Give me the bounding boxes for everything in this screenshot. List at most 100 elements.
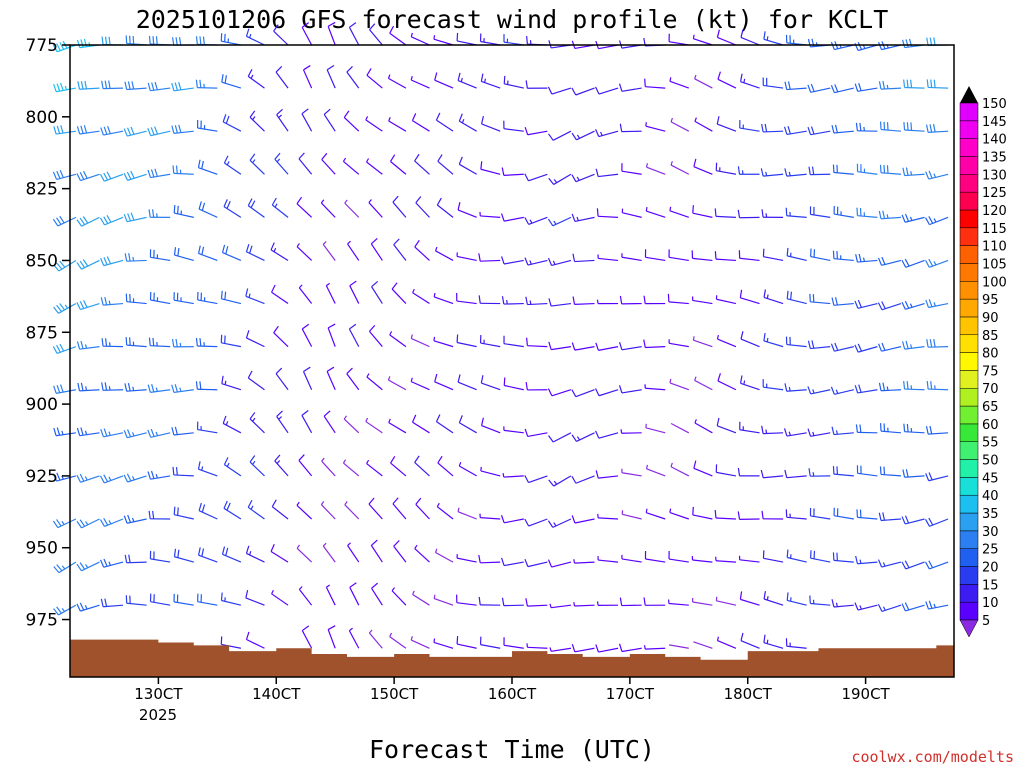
wind-barb <box>621 554 642 563</box>
wind-barb <box>618 643 642 653</box>
wind-barb <box>77 382 100 392</box>
wind-barb <box>500 213 524 222</box>
wind-barb <box>371 281 383 304</box>
wind-barb <box>643 339 666 349</box>
wind-barb <box>621 510 642 520</box>
wind-barb <box>573 601 595 607</box>
wind-barb <box>670 422 690 434</box>
wind-barb <box>667 293 689 305</box>
wind-barb <box>571 173 595 183</box>
wind-barb <box>220 290 242 305</box>
y-tick-label: 875 <box>26 323 58 343</box>
wind-barb <box>76 38 100 49</box>
wind-barb <box>740 29 760 46</box>
colorbar-swatch <box>959 209 979 229</box>
wind-barb <box>785 34 807 46</box>
wind-barb <box>147 470 171 480</box>
wind-barb <box>833 507 854 520</box>
colorbar-label: 115 <box>982 222 1007 237</box>
wind-barb <box>784 168 807 177</box>
wind-barb <box>270 242 289 261</box>
wind-barb <box>668 33 689 46</box>
wind-barb <box>196 120 218 132</box>
wind-barb <box>273 325 289 348</box>
colorbar-swatch <box>959 584 979 603</box>
wind-barb <box>643 645 666 650</box>
wind-barb <box>392 497 407 520</box>
wind-barb <box>854 343 878 353</box>
wind-barb <box>925 216 949 226</box>
wind-barb <box>761 510 784 520</box>
wind-barb <box>366 373 383 391</box>
wind-barb <box>668 599 689 606</box>
wind-barb <box>524 216 548 225</box>
wind-barb <box>221 546 242 563</box>
wind-barb <box>621 253 642 262</box>
wind-barb <box>276 410 289 434</box>
wind-barb <box>810 550 831 563</box>
wind-barb <box>457 507 477 520</box>
wind-barb <box>434 72 454 89</box>
wind-barb <box>148 35 171 46</box>
wind-barb <box>807 340 831 350</box>
wind-barb <box>854 384 878 394</box>
wind-barb <box>547 559 572 568</box>
wind-barb <box>762 248 784 262</box>
wind-barb <box>323 410 336 434</box>
wind-barb <box>434 246 454 261</box>
wind-barb <box>807 428 831 437</box>
wind-barb <box>524 257 548 266</box>
wind-barb <box>737 467 760 477</box>
wind-barb <box>245 288 265 305</box>
wind-barb <box>245 545 265 563</box>
wind-barb <box>571 213 595 223</box>
wind-barb <box>831 124 854 134</box>
colorbar-top-arrow <box>960 86 978 103</box>
colorbar-label: 145 <box>982 115 1007 130</box>
wind-barb <box>198 502 218 520</box>
wind-barb <box>786 549 807 563</box>
wind-barb <box>249 455 265 477</box>
wind-barb <box>618 83 642 92</box>
wind-barb <box>197 245 218 262</box>
wind-barb <box>123 170 147 181</box>
y-tick-label: 825 <box>26 180 58 200</box>
wind-barb <box>503 120 524 132</box>
wind-barb <box>480 375 501 391</box>
wind-barb <box>739 375 760 391</box>
wind-barb <box>245 631 265 649</box>
wind-barb <box>347 240 360 261</box>
wind-barb <box>124 383 147 392</box>
wind-barb <box>125 293 147 305</box>
wind-barb <box>597 254 619 262</box>
wind-barb <box>76 259 100 270</box>
wind-barb <box>342 157 360 175</box>
wind-barb <box>365 417 383 434</box>
colorbar-label: 120 <box>982 204 1007 219</box>
wind-barb <box>271 589 289 606</box>
wind-barb <box>809 595 831 606</box>
wind-barb <box>296 501 313 520</box>
wind-barb <box>763 332 784 348</box>
wind-barb <box>480 417 501 434</box>
wind-barb <box>595 168 619 178</box>
colorbar-swatch <box>959 566 979 585</box>
wind-barb <box>274 454 289 477</box>
wind-barb <box>196 421 218 434</box>
wind-barb <box>855 424 878 434</box>
wind-barb <box>526 36 548 46</box>
wind-barb <box>457 374 477 391</box>
wind-barb <box>53 561 77 574</box>
y-tick-label: 775 <box>26 36 58 56</box>
wind-barb <box>855 253 878 263</box>
colorbar-label: 110 <box>982 240 1007 255</box>
colorbar-swatch <box>959 370 979 389</box>
credit-text: coolwx.com/modelts <box>851 748 1014 766</box>
wind-barb <box>547 388 572 397</box>
wind-barb <box>547 518 572 528</box>
wind-barb <box>645 423 666 434</box>
colorbar-label: 105 <box>982 257 1007 272</box>
wind-barb <box>173 205 194 218</box>
wind-barb <box>595 430 619 439</box>
wind-barb <box>274 152 289 175</box>
